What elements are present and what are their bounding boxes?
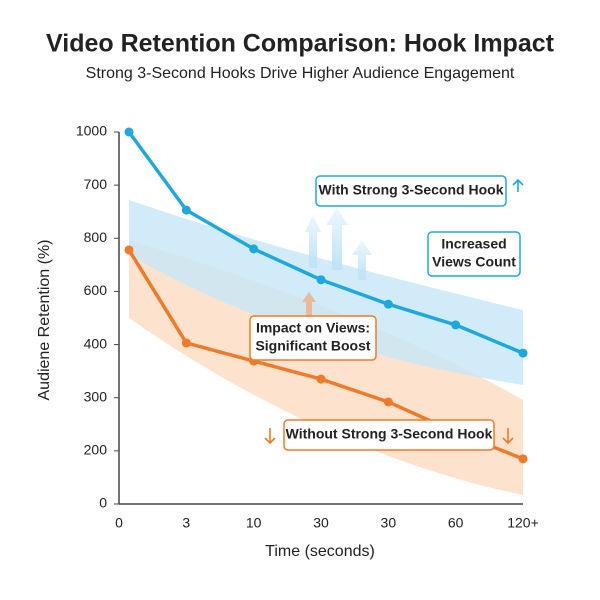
- y-tick-label: 600: [84, 282, 108, 298]
- y-axis-label: Audiene Retention (%): [36, 240, 53, 401]
- y-tick-label: 700: [84, 176, 108, 192]
- chart-title: Video Retention Comparison: Hook Impact: [46, 30, 555, 58]
- point: [124, 245, 134, 255]
- y-tick-label: 1000: [76, 123, 107, 139]
- y-tick-label: 0: [99, 495, 107, 511]
- x-tick-label: 3: [182, 515, 190, 531]
- x-tick-label: 30: [381, 515, 397, 531]
- annotation-box: [427, 231, 521, 277]
- x-tick-label: 10: [246, 515, 262, 531]
- point: [383, 299, 393, 309]
- point: [181, 338, 191, 348]
- legend-arrow: [502, 428, 514, 445]
- annotation-box: [249, 315, 377, 361]
- x-axis-label: Time (seconds): [265, 543, 375, 560]
- point: [316, 374, 326, 384]
- blue-band: [129, 200, 523, 385]
- legend-entry: Without Strong 3-Second Hook: [286, 426, 493, 442]
- legend-entry-box: [315, 175, 507, 207]
- legend-entry: With Strong 3-Second Hook: [319, 182, 504, 198]
- annotation: Increased: [441, 236, 506, 252]
- point: [383, 397, 393, 407]
- point: [181, 205, 191, 215]
- annotation: Impact on Views:: [256, 320, 370, 336]
- chart-subtitle: Strong 3-Second Hooks Drive Higher Audie…: [86, 65, 515, 82]
- annotation: Significant Boost: [255, 338, 370, 354]
- y-tick-label: 300: [84, 388, 108, 404]
- point: [124, 127, 134, 137]
- point: [316, 275, 326, 285]
- point: [518, 454, 528, 464]
- y-tick-label: 800: [84, 229, 108, 245]
- legend-arrow: [264, 428, 276, 445]
- y-tick-label: 400: [84, 335, 108, 351]
- x-tick-label: 30: [313, 515, 329, 531]
- x-tick-label: 60: [448, 515, 464, 531]
- x-tick-label: 120+: [507, 515, 539, 531]
- point: [249, 244, 259, 254]
- point: [451, 320, 461, 330]
- up-arrows: [305, 208, 372, 280]
- legend-entry-box: [283, 419, 495, 451]
- legend-arrow: [512, 178, 524, 192]
- small-arrow: [302, 292, 316, 320]
- point: [518, 348, 528, 358]
- annotation: Views Count: [432, 254, 516, 270]
- x-tick-label: 0: [115, 515, 123, 531]
- y-tick-label: 200: [84, 442, 108, 458]
